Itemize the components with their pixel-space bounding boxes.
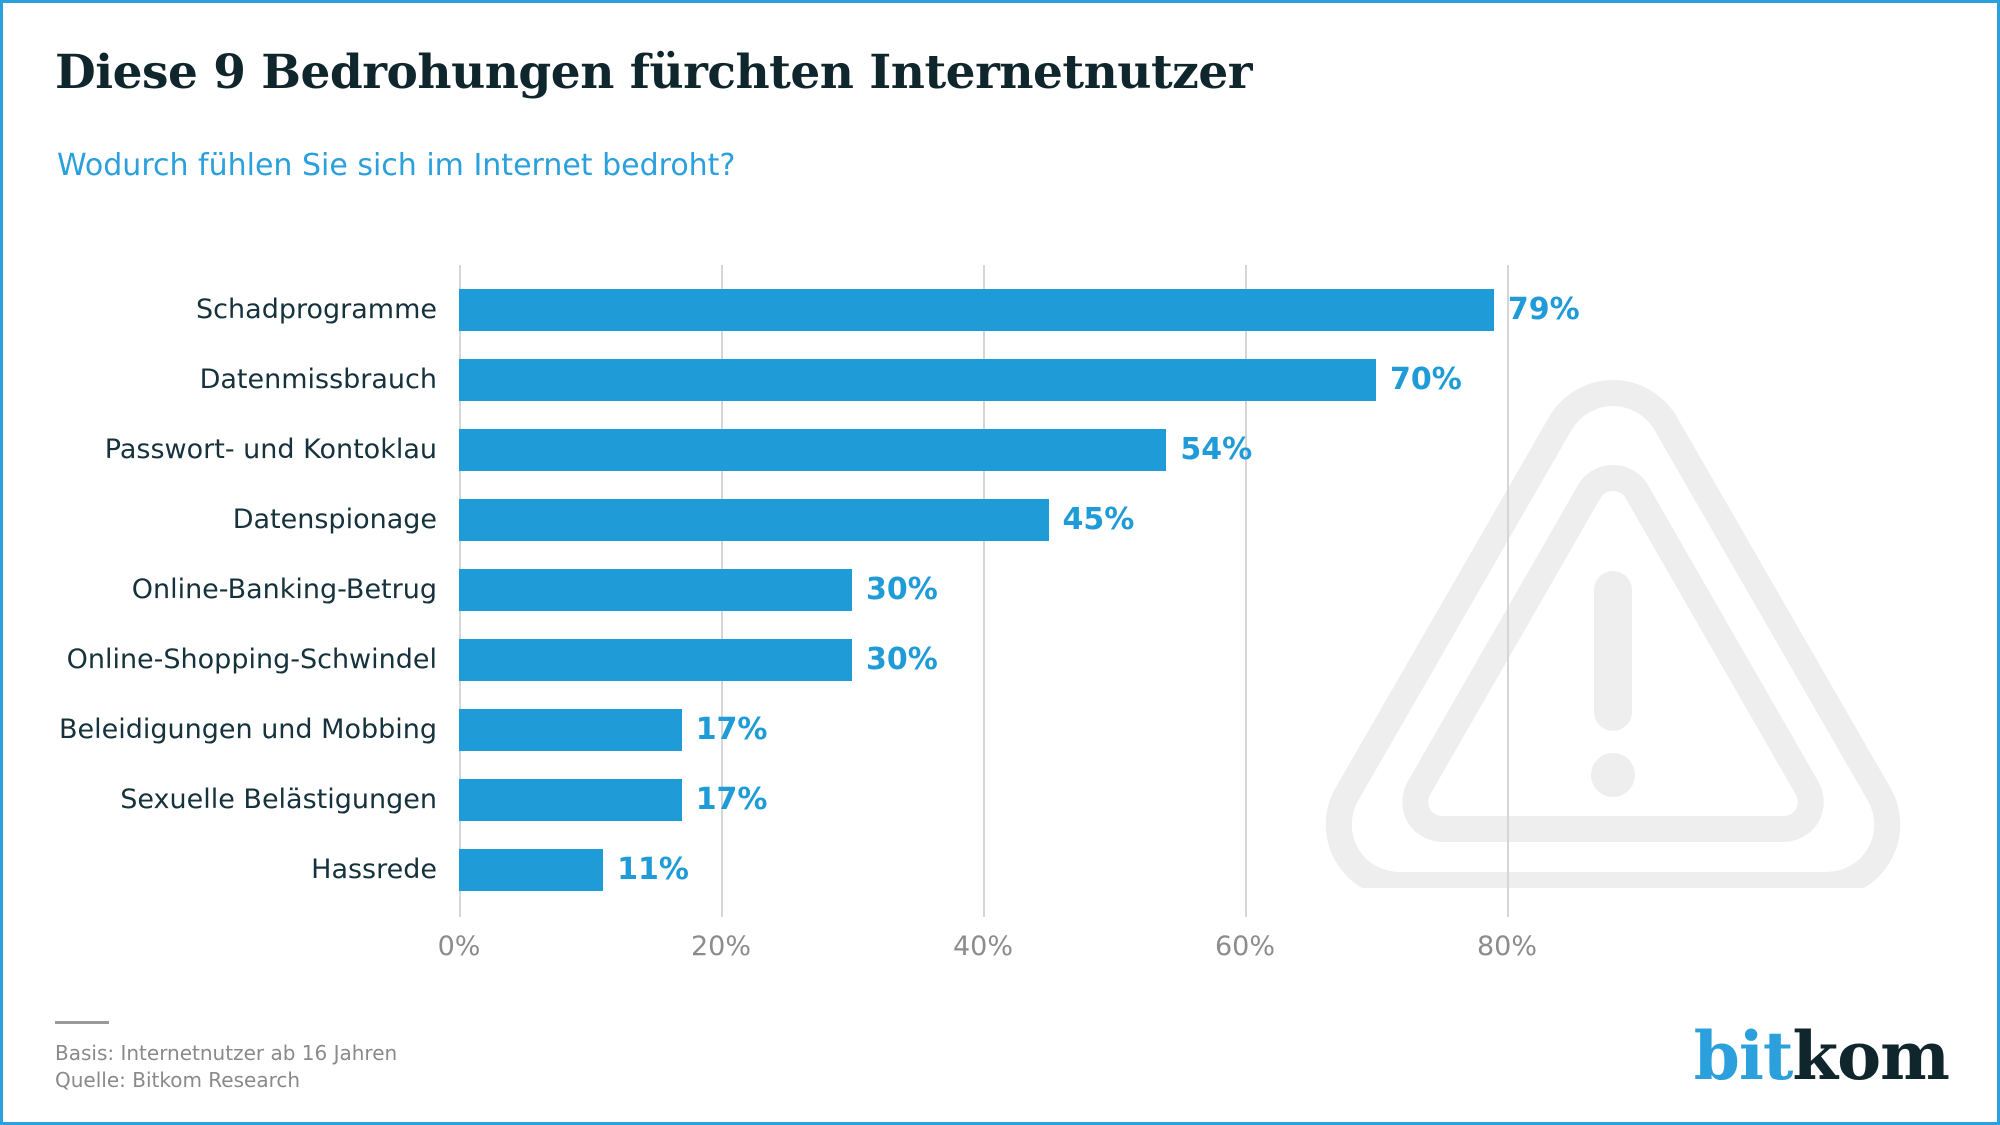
x-axis-tick-label: 40% [952, 931, 1013, 962]
chart-bar [459, 569, 852, 611]
chart-bar-row: Passwort- und Kontoklau 54% [3, 415, 1997, 485]
warning-triangle-icon [1313, 358, 1913, 898]
bar-category-label: Beleidigungen und Mobbing [59, 714, 437, 745]
bar-category-label: Passwort- und Kontoklau [104, 434, 437, 465]
footer-divider [55, 1021, 109, 1024]
chart-bar-row: Online-Banking-Betrug 30% [3, 555, 1997, 625]
gridline [1245, 265, 1247, 917]
bar-category-label: Datenmissbrauch [199, 364, 437, 395]
x-axis-tick-label: 60% [1214, 931, 1275, 962]
chart-bar [459, 499, 1049, 541]
chart-bar-row: Datenmissbrauch 70% [3, 345, 1997, 415]
bitkom-logo: bitkom [1694, 1023, 1950, 1089]
chart-bar-row: Hassrede 11% [3, 835, 1997, 905]
chart-bar [459, 709, 682, 751]
chart-bar [459, 639, 852, 681]
gridline [983, 265, 985, 917]
chart-bar-row: Sexuelle Belästigungen 17% [3, 765, 1997, 835]
bar-category-label: Sexuelle Belästigungen [120, 784, 437, 815]
chart-bar-row: Beleidigungen und Mobbing 17% [3, 695, 1997, 765]
bar-value-label: 79% [1507, 292, 1580, 327]
chart-bar [459, 849, 604, 891]
bar-value-label: 30% [866, 572, 938, 607]
bar-value-label: 11% [617, 852, 689, 887]
x-axis-tick-label: 0% [437, 931, 481, 962]
logo-text-bit: bit [1693, 1017, 1794, 1095]
chart-bar-row: Schadprogramme 79% [3, 275, 1997, 345]
bar-category-label: Hassrede [311, 854, 437, 885]
footer-basis: Basis: Internetnutzer ab 16 Jahren [55, 1041, 398, 1065]
bar-category-label: Online-Banking-Betrug [131, 574, 437, 605]
bar-value-label: 30% [866, 642, 938, 677]
chart-bar [459, 359, 1376, 401]
chart-bar [459, 779, 682, 821]
chart-bar-row: Online-Shopping-Schwindel 30% [3, 625, 1997, 695]
x-axis-tick-label: 80% [1476, 931, 1537, 962]
gridline [1507, 265, 1509, 917]
bar-value-label: 45% [1062, 502, 1135, 537]
bar-category-label: Datenspionage [232, 504, 437, 535]
bar-value-label: 17% [695, 712, 768, 747]
bar-value-label: 54% [1180, 432, 1253, 467]
x-axis-tick-label: 20% [690, 931, 751, 962]
chart-bar [459, 289, 1494, 331]
bar-value-label: 70% [1390, 362, 1462, 397]
page-subtitle: Wodurch fühlen Sie sich im Internet bedr… [57, 148, 736, 183]
bar-category-label: Online-Shopping-Schwindel [66, 644, 437, 675]
page-title: Diese 9 Bedrohungen fürchten Internetnut… [55, 45, 1253, 100]
footer-source: Quelle: Bitkom Research [55, 1068, 301, 1092]
bar-value-label: 17% [695, 782, 768, 817]
bar-category-label: Schadprogramme [196, 294, 437, 325]
gridline [459, 265, 461, 917]
logo-text-kom: kom [1792, 1017, 1950, 1095]
chart-bar [459, 429, 1167, 471]
gridline [721, 265, 723, 917]
chart-bar-row: Datenspionage 45% [3, 485, 1997, 555]
